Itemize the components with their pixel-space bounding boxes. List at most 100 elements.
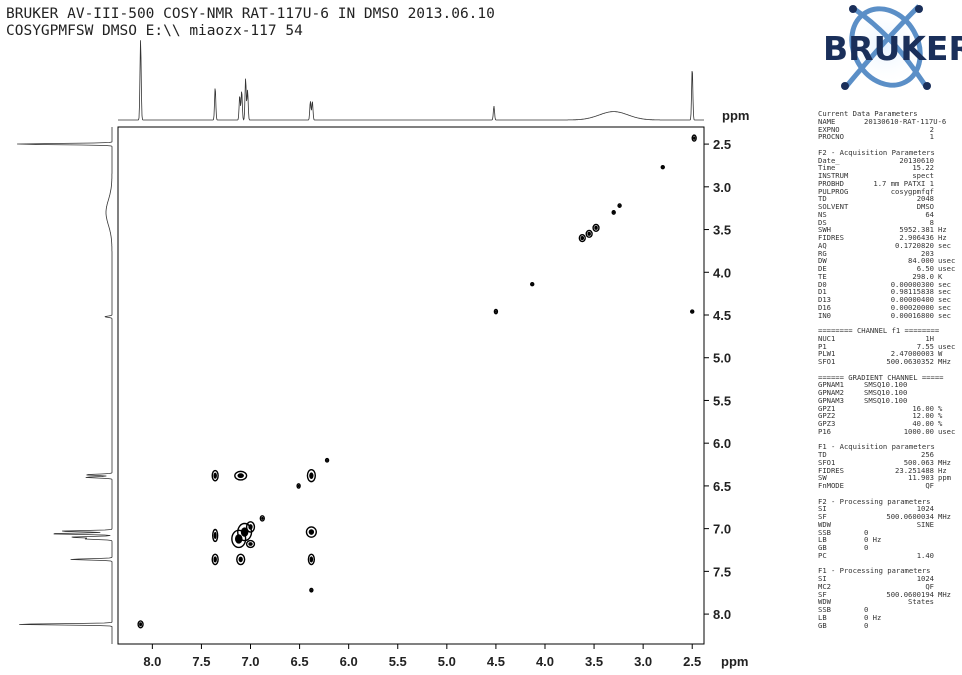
param-unit: sec	[938, 279, 951, 289]
param-unit	[938, 195, 962, 203]
diagonal-peak	[231, 529, 247, 549]
param-unit	[938, 381, 962, 389]
param-unit	[938, 126, 962, 134]
param-key: D0	[818, 279, 827, 289]
diagonal-peak-core	[261, 516, 264, 520]
param-section-title: ======== CHANNEL f1 ========	[818, 326, 940, 335]
param-key: WDW	[818, 597, 831, 607]
param-key: IN0	[818, 310, 831, 320]
param-key: PLW1	[818, 349, 836, 359]
cross-peak-core	[248, 542, 253, 546]
param-key: GPNAM3	[818, 395, 844, 405]
param-row: GPZ2 12.00%	[818, 412, 962, 420]
param-key: TE	[818, 271, 827, 281]
param-key: LB	[818, 535, 827, 545]
param-value: 8	[929, 217, 934, 227]
param-unit: sec	[938, 240, 951, 250]
param-key: GB	[818, 543, 827, 552]
param-unit: sec	[938, 295, 951, 304]
param-row: PROCNO 1	[818, 133, 962, 141]
param-unit: MHz	[938, 512, 951, 521]
param-key: SF	[818, 589, 827, 599]
y-tick-label: 5.0	[713, 351, 731, 366]
param-row: DE 6.50 usec	[818, 265, 962, 273]
param-row: SSB 0	[818, 606, 962, 614]
param-row: FIDRES 23.251488 Hz	[818, 465, 962, 475]
spectrum-header: BRUKER AV-III-500 COSY-NMR RAT-117U-6 IN…	[6, 6, 495, 40]
param-value: 500.0600194	[886, 589, 934, 599]
param-row: DW 84.000 usec	[818, 257, 962, 265]
param-section-title: F1 - Acquisition parameters	[818, 442, 935, 452]
param-section-title: ====== GRADIENT CHANNEL =====	[818, 372, 944, 382]
diagonal-peak	[324, 457, 330, 463]
x-tick-label: 5.5	[389, 654, 407, 669]
param-unit	[938, 529, 962, 537]
param-row: P16 1000.00 usec	[818, 426, 962, 436]
param-unit	[938, 614, 962, 622]
param-row: GPZ3 40.00%	[818, 420, 962, 428]
param-value: 16.00	[912, 403, 934, 413]
param-unit	[938, 203, 962, 211]
header-line-1: BRUKER AV-III-500 COSY-NMR RAT-117U-6 IN…	[6, 6, 495, 22]
param-value: 5952.381	[899, 225, 934, 235]
diagonal-peak-core	[234, 534, 243, 544]
param-unit	[938, 482, 962, 490]
param-row: FnMODE QF	[818, 482, 962, 490]
param-row: PC 1.40	[818, 551, 962, 560]
param-row: PLW1 2.47000003 W	[818, 350, 962, 358]
param-key: AQ	[818, 240, 827, 250]
diagonal-peak-core	[326, 459, 328, 462]
param-value: 40.00	[912, 419, 934, 428]
cross-peak	[234, 470, 248, 481]
param-unit	[938, 575, 962, 583]
param-key: GPNAM2	[818, 388, 844, 397]
param-row: RG 203	[818, 248, 962, 258]
param-value: 84.000	[908, 256, 934, 266]
param-row: SW 11.903 ppm	[818, 474, 962, 482]
cross-peak-core	[310, 589, 313, 592]
diagonal-peak	[259, 515, 265, 522]
diagonal-peak	[211, 553, 219, 566]
param-unit: usec	[938, 426, 956, 436]
param-unit	[938, 536, 962, 544]
param-row: Date_ 20130610	[818, 156, 962, 165]
cross-peak-core	[213, 531, 217, 540]
param-row: DS 8	[818, 217, 962, 227]
param-section-title: F2 - Processing parameters	[818, 496, 931, 506]
param-value: 2.906436	[899, 233, 934, 242]
param-key: NUC1	[818, 333, 836, 343]
cross-peak-core	[309, 556, 314, 563]
param-value: 1H	[925, 333, 934, 343]
param-key: SF	[818, 512, 827, 521]
param-unit: W	[938, 349, 943, 359]
param-value: QF	[925, 581, 934, 591]
param-key: FIDRES	[818, 465, 844, 475]
param-row: SFO1 500.063 MHz	[818, 458, 962, 467]
param-key: SI	[818, 574, 827, 583]
param-value: 0.00020000	[890, 302, 934, 312]
diagonal-peak-core	[693, 136, 696, 140]
param-row: SF 500.0600034 MHz	[818, 513, 962, 521]
param-value: SMSQ10.100	[864, 388, 908, 397]
param-key: Time	[818, 163, 836, 173]
param-row: SF 500.0600194 MHz	[818, 589, 962, 599]
param-row: SI 1024	[818, 505, 962, 513]
cross-peak	[236, 553, 246, 566]
param-row: GPNAM1 SMSQ10.100	[818, 381, 962, 389]
param-value: 15.22	[912, 163, 934, 173]
param-key: RG	[818, 248, 827, 258]
param-key: TD	[818, 194, 827, 204]
f1-projection-trace	[17, 127, 113, 644]
param-value: spect	[912, 171, 934, 180]
param-value: 1	[929, 132, 934, 142]
param-unit: K	[938, 271, 943, 281]
diagonal-peak	[617, 203, 622, 209]
x-tick-label: 7.0	[241, 654, 259, 669]
param-row: GPNAM3 SMSQ10.100	[818, 395, 962, 405]
param-value: 11.903	[908, 473, 934, 483]
cross-peak-core	[308, 529, 315, 535]
param-key: P16	[818, 426, 831, 436]
param-value: 1000.00	[903, 426, 934, 436]
cosy-spectrum-plot: 8.0 7.5 7.0 6.5 6.0 5.5 5.0 4.5 4.0 3.5 3.0 2.5 ppm 2…	[17, 40, 749, 669]
param-unit	[938, 622, 962, 630]
